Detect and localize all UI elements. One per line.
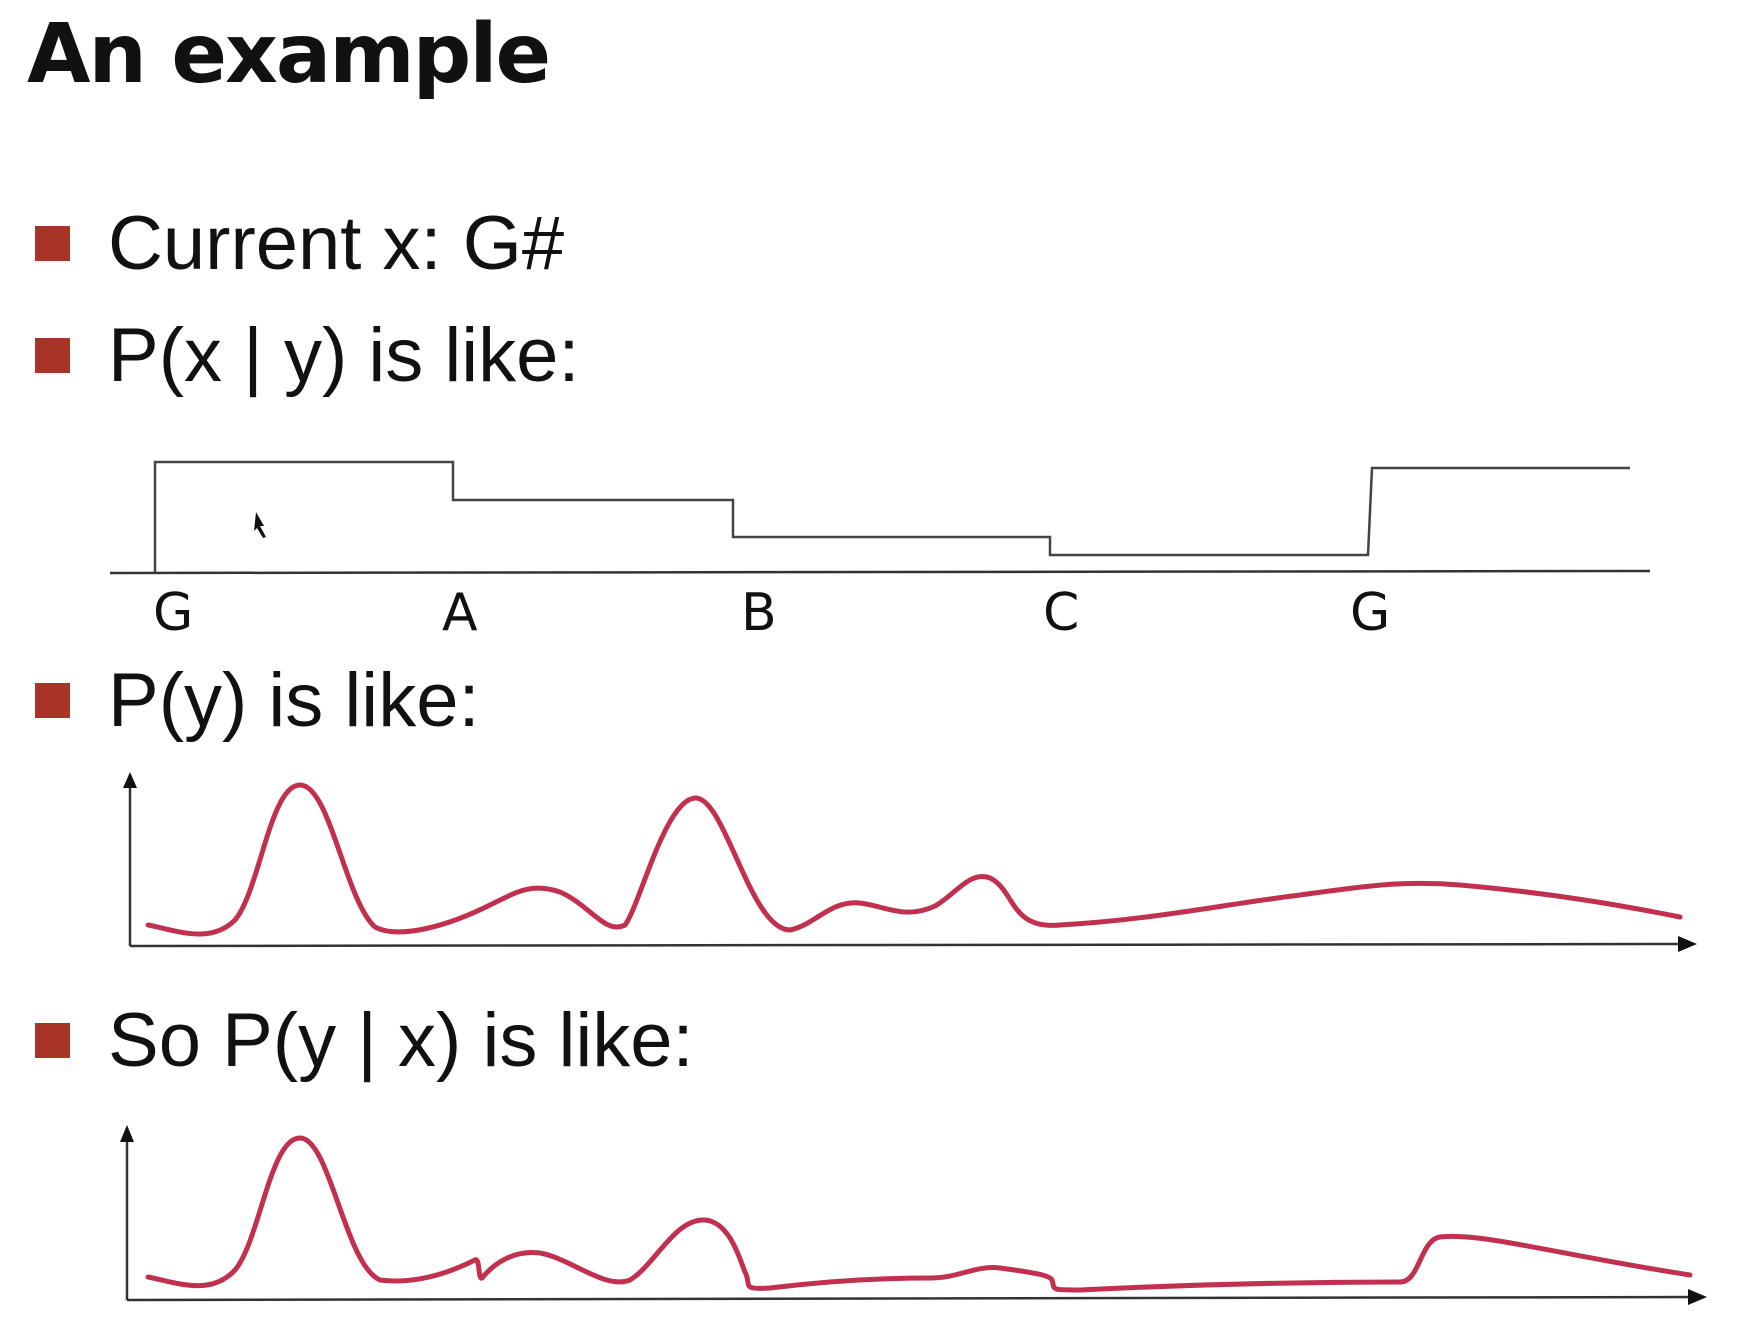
bullet-square-icon — [35, 1022, 70, 1058]
bullet-current-x: Current x: G# — [35, 198, 564, 288]
bullet-text: Current x: G# — [108, 200, 565, 286]
step-plot-baseline — [109, 569, 1651, 575]
bullet-square-icon — [35, 682, 70, 718]
note-label-b: B — [741, 583, 777, 643]
y-axis-arrow-icon — [123, 772, 137, 788]
likelihood-step-curve — [153, 460, 1630, 573]
note-label-g: G — [153, 583, 193, 643]
note-label-g2: G — [1350, 583, 1390, 643]
bullet-square-icon — [35, 225, 70, 261]
mouse-cursor-icon — [254, 512, 266, 538]
x-axis-arrow-icon — [1678, 936, 1697, 952]
posterior-x-axis — [126, 1295, 1691, 1302]
note-label-c: C — [1043, 583, 1079, 643]
x-axis-arrow-icon — [1688, 1289, 1707, 1305]
note-label-a: A — [442, 583, 478, 643]
bullet-text: P(y) is like: — [108, 657, 480, 743]
bullet-likelihood: P(x | y) is like: — [35, 310, 580, 400]
prior-x-axis — [129, 942, 1681, 948]
bullet-posterior: So P(y | x) is like: — [35, 995, 694, 1085]
bullet-prior: P(y) is like: — [35, 655, 480, 745]
bullet-text: P(x | y) is like: — [108, 312, 580, 398]
bullet-text: So P(y | x) is like: — [108, 997, 694, 1083]
bullet-square-icon — [35, 337, 70, 373]
prior-curve — [145, 782, 1683, 937]
y-axis-arrow-icon — [120, 1125, 134, 1142]
slide-title: An example — [27, 7, 551, 102]
posterior-curve — [145, 1135, 1693, 1293]
